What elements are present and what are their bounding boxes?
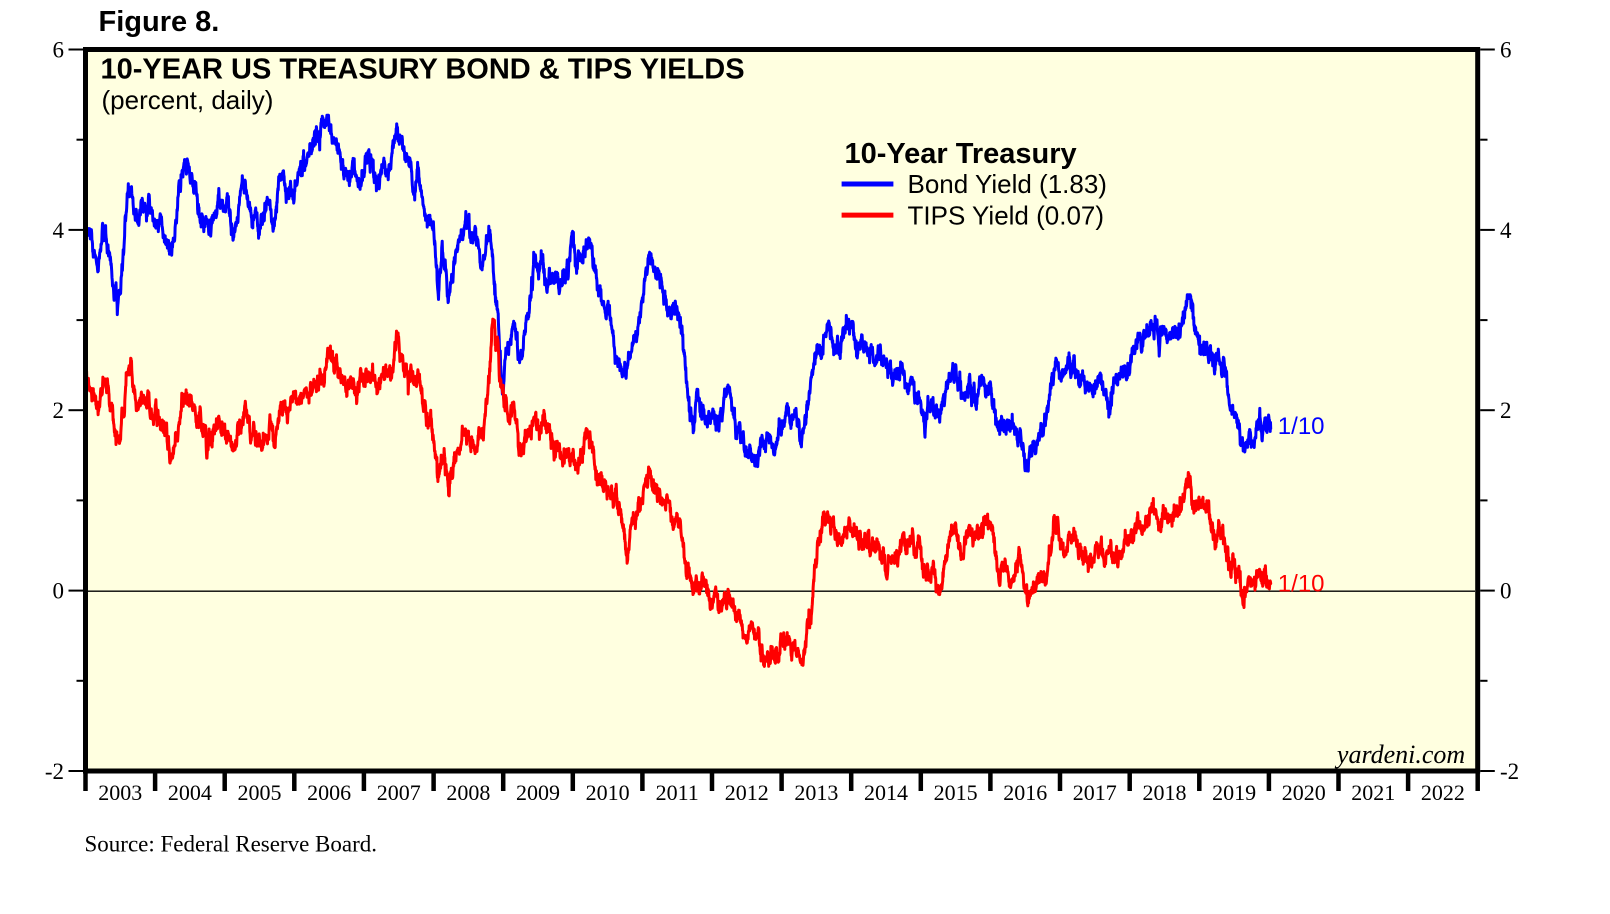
svg-text:2010: 2010: [586, 780, 630, 805]
svg-text:2005: 2005: [238, 780, 282, 805]
svg-text:2: 2: [53, 398, 65, 423]
svg-text:2017: 2017: [1073, 780, 1117, 805]
svg-text:2009: 2009: [516, 780, 560, 805]
svg-text:2022: 2022: [1421, 780, 1465, 805]
svg-text:1/10: 1/10: [1278, 413, 1325, 440]
svg-text:2003: 2003: [98, 780, 142, 805]
svg-text:2015: 2015: [934, 780, 978, 805]
svg-text:Source: Federal Reserve Board.: Source: Federal Reserve Board.: [85, 832, 378, 857]
svg-text:Bond Yield (1.83): Bond Yield (1.83): [908, 169, 1107, 199]
svg-text:yardeni.com: yardeni.com: [1334, 740, 1465, 769]
svg-text:0: 0: [1500, 579, 1512, 604]
svg-text:4: 4: [53, 218, 65, 243]
svg-text:-2: -2: [1500, 759, 1519, 784]
svg-text:(percent, daily): (percent, daily): [102, 85, 274, 115]
svg-text:2013: 2013: [794, 780, 838, 805]
svg-text:1/10: 1/10: [1278, 570, 1325, 597]
svg-text:Figure 8.: Figure 8.: [99, 6, 220, 38]
svg-text:2021: 2021: [1351, 780, 1395, 805]
svg-text:2018: 2018: [1143, 780, 1187, 805]
svg-text:10-YEAR US TREASURY BOND & TIP: 10-YEAR US TREASURY BOND & TIPS YIELDS: [101, 54, 745, 86]
svg-text:2: 2: [1500, 398, 1512, 423]
svg-text:-2: -2: [45, 759, 64, 784]
svg-text:2020: 2020: [1282, 780, 1326, 805]
svg-text:0: 0: [53, 579, 65, 604]
svg-text:2019: 2019: [1212, 780, 1256, 805]
svg-text:2014: 2014: [864, 780, 908, 805]
svg-text:6: 6: [53, 38, 65, 63]
svg-text:2004: 2004: [168, 780, 212, 805]
svg-text:2007: 2007: [377, 780, 421, 805]
svg-text:6: 6: [1500, 38, 1512, 63]
svg-text:2012: 2012: [725, 780, 769, 805]
svg-text:2006: 2006: [307, 780, 351, 805]
svg-text:4: 4: [1500, 218, 1512, 243]
svg-text:2011: 2011: [656, 780, 699, 805]
svg-text:TIPS Yield (0.07): TIPS Yield (0.07): [908, 201, 1105, 231]
svg-text:2016: 2016: [1003, 780, 1047, 805]
svg-text:10-Year Treasury: 10-Year Treasury: [845, 138, 1077, 170]
svg-text:2008: 2008: [446, 780, 490, 805]
